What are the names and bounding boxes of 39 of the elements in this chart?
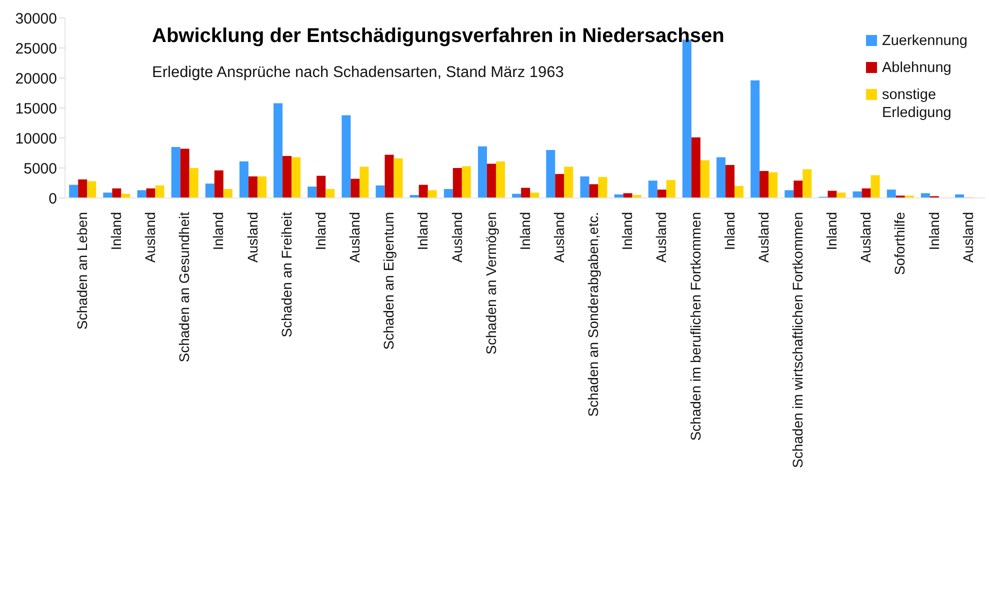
y-tick-label: 10000	[15, 130, 57, 148]
x-tick-label: Schaden an Leben	[74, 212, 90, 330]
x-tick-label: Schaden im wirtschaftlichen Fortkommen	[789, 212, 806, 468]
x-tick-label: Inland	[619, 212, 636, 250]
legend-label: Ablehnung	[882, 59, 952, 77]
x-tick-label: Schaden an Freiheit	[278, 212, 294, 338]
x-tick-label: Ausland	[244, 212, 260, 263]
x-tick-label: Inland	[516, 212, 533, 250]
x-tick-label: Schaden an Eigentum	[380, 212, 397, 350]
text: Erledigte Ansprüche nach Schadensarten, Stand März 1963	[152, 64, 564, 82]
x-tick-label: Ausland	[653, 212, 670, 263]
x-tick-label: Inland	[414, 212, 431, 250]
legend-label: sonstige Erledigung	[882, 86, 952, 122]
x-tick-label: Soforthilfe	[892, 212, 908, 276]
x-tick-label: Ausland	[960, 212, 976, 263]
y-tick-label: 25000	[15, 40, 57, 58]
y-tick-label: 15000	[15, 100, 57, 118]
y-tick-label: 30000	[15, 10, 57, 28]
x-tick-label: Schaden an Gesundheit	[176, 212, 192, 362]
x-tick-label: Inland	[824, 212, 840, 250]
x-tick-label: Ausland	[142, 212, 158, 263]
x-tick-label: Ausland	[550, 212, 567, 263]
x-tick-label: Ausland	[858, 212, 874, 263]
x-tick-label: Schaden an Sonderabgaben,etc.	[585, 212, 602, 417]
chart-title: Abwicklung der Entschädigungsverfahren in Niedersachsen	[152, 25, 724, 48]
legend-label: Zuerkennung	[882, 32, 968, 50]
y-tick-label: 0	[48, 190, 57, 208]
x-tick-label: Ausland	[346, 212, 363, 263]
x-tick-label: Schaden an Vermögen	[482, 212, 499, 354]
x-tick-label: Ausland	[448, 212, 465, 263]
x-tick-label: Inland	[210, 212, 226, 250]
x-tick-label: Inland	[108, 212, 124, 250]
y-tick-label: 20000	[15, 70, 57, 88]
x-tick-label: Ausland	[755, 212, 772, 263]
x-tick-label: Schaden im beruflichen Fortkommen	[687, 212, 704, 441]
x-tick-label: Inland	[721, 212, 738, 250]
y-tick-label: 5000	[24, 160, 57, 178]
x-tick-label: Inland	[926, 212, 942, 250]
x-tick-label: Inland	[312, 212, 328, 250]
